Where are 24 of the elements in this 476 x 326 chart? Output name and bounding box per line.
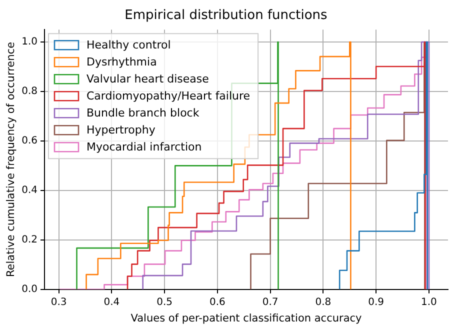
y-tick-label: 0.4 [22, 185, 38, 196]
y-tick-label: 0.0 [22, 284, 38, 295]
x-tick-label: 0.8 [315, 296, 332, 308]
x-tick-label: 0.6 [209, 296, 226, 308]
legend-label: Myocardial infarction [86, 140, 202, 154]
y-tick-label: 1.0 [22, 36, 38, 48]
chart-title: Empirical distribution functions [124, 8, 328, 24]
legend-label: Hypertrophy [86, 123, 156, 136]
legend-label: Healthy control [86, 38, 171, 52]
y-tick-label: 0.6 [22, 136, 38, 147]
legend-label: Dysrhythmia [86, 55, 157, 68]
x-tick-label: 0.4 [104, 296, 120, 308]
legend-label: Cardiomyopathy/Heart failure [86, 89, 250, 102]
y-axis-title: Relative cumulative frequency of occurrence [5, 42, 18, 278]
legend-label: Bundle branch block [86, 106, 200, 120]
y-tick-label: 0.2 [22, 234, 38, 246]
x-tick-label: 0.5 [156, 296, 172, 308]
legend-label: Valvular heart disease [86, 72, 210, 86]
x-tick-label: 0.9 [368, 296, 384, 308]
x-tick-label: 0.3 [50, 296, 67, 308]
x-tick-label: 0.7 [262, 296, 278, 308]
x-axis-title: Values of per-patient classification accuracy [130, 312, 362, 324]
y-tick-label: 0.8 [22, 86, 38, 98]
x-tick-label: 1.0 [421, 296, 437, 308]
